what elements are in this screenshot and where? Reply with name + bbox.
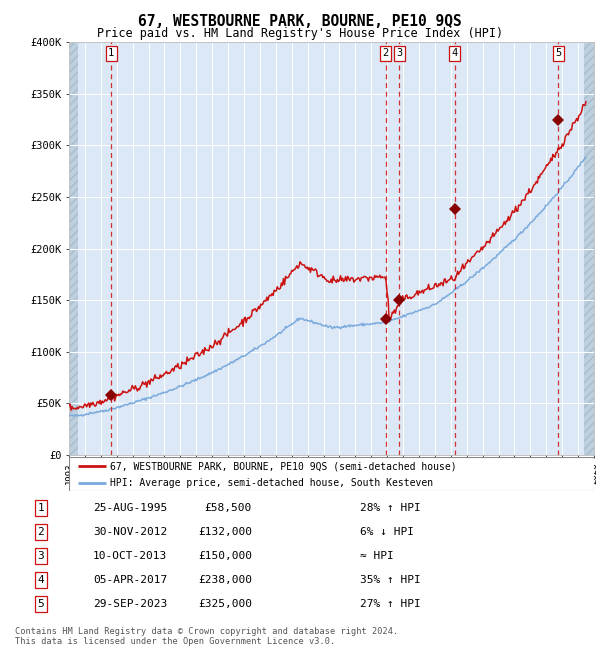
Text: 35% ↑ HPI: 35% ↑ HPI (360, 575, 421, 585)
Text: 2: 2 (383, 49, 389, 58)
Text: 29-SEP-2023: 29-SEP-2023 (93, 599, 167, 609)
Text: 30-NOV-2012: 30-NOV-2012 (93, 527, 167, 537)
Text: This data is licensed under the Open Government Licence v3.0.: This data is licensed under the Open Gov… (15, 637, 335, 646)
Text: 67, WESTBOURNE PARK, BOURNE, PE10 9QS: 67, WESTBOURNE PARK, BOURNE, PE10 9QS (138, 14, 462, 29)
Text: 3: 3 (396, 49, 403, 58)
Text: 1: 1 (108, 49, 114, 58)
Text: 1: 1 (37, 503, 44, 513)
Text: 3: 3 (37, 551, 44, 561)
Text: 10-OCT-2013: 10-OCT-2013 (93, 551, 167, 561)
Text: HPI: Average price, semi-detached house, South Kesteven: HPI: Average price, semi-detached house,… (110, 478, 433, 488)
Text: 67, WESTBOURNE PARK, BOURNE, PE10 9QS (semi-detached house): 67, WESTBOURNE PARK, BOURNE, PE10 9QS (s… (110, 461, 457, 471)
Text: 4: 4 (37, 575, 44, 585)
Text: £325,000: £325,000 (198, 599, 252, 609)
Text: £150,000: £150,000 (198, 551, 252, 561)
Text: 28% ↑ HPI: 28% ↑ HPI (360, 503, 421, 513)
Text: £58,500: £58,500 (205, 503, 252, 513)
Text: Contains HM Land Registry data © Crown copyright and database right 2024.: Contains HM Land Registry data © Crown c… (15, 627, 398, 636)
Text: 5: 5 (37, 599, 44, 609)
Text: 25-AUG-1995: 25-AUG-1995 (93, 503, 167, 513)
Text: ≈ HPI: ≈ HPI (360, 551, 394, 561)
Bar (69, 42, 78, 455)
Bar (584, 42, 594, 455)
Text: £238,000: £238,000 (198, 575, 252, 585)
Text: 4: 4 (452, 49, 458, 58)
Text: 05-APR-2017: 05-APR-2017 (93, 575, 167, 585)
FancyBboxPatch shape (69, 457, 594, 491)
Text: £132,000: £132,000 (198, 527, 252, 537)
Text: 27% ↑ HPI: 27% ↑ HPI (360, 599, 421, 609)
Text: 2: 2 (37, 527, 44, 537)
Text: Price paid vs. HM Land Registry's House Price Index (HPI): Price paid vs. HM Land Registry's House … (97, 27, 503, 40)
Text: 5: 5 (555, 49, 561, 58)
Text: 6% ↓ HPI: 6% ↓ HPI (360, 527, 414, 537)
